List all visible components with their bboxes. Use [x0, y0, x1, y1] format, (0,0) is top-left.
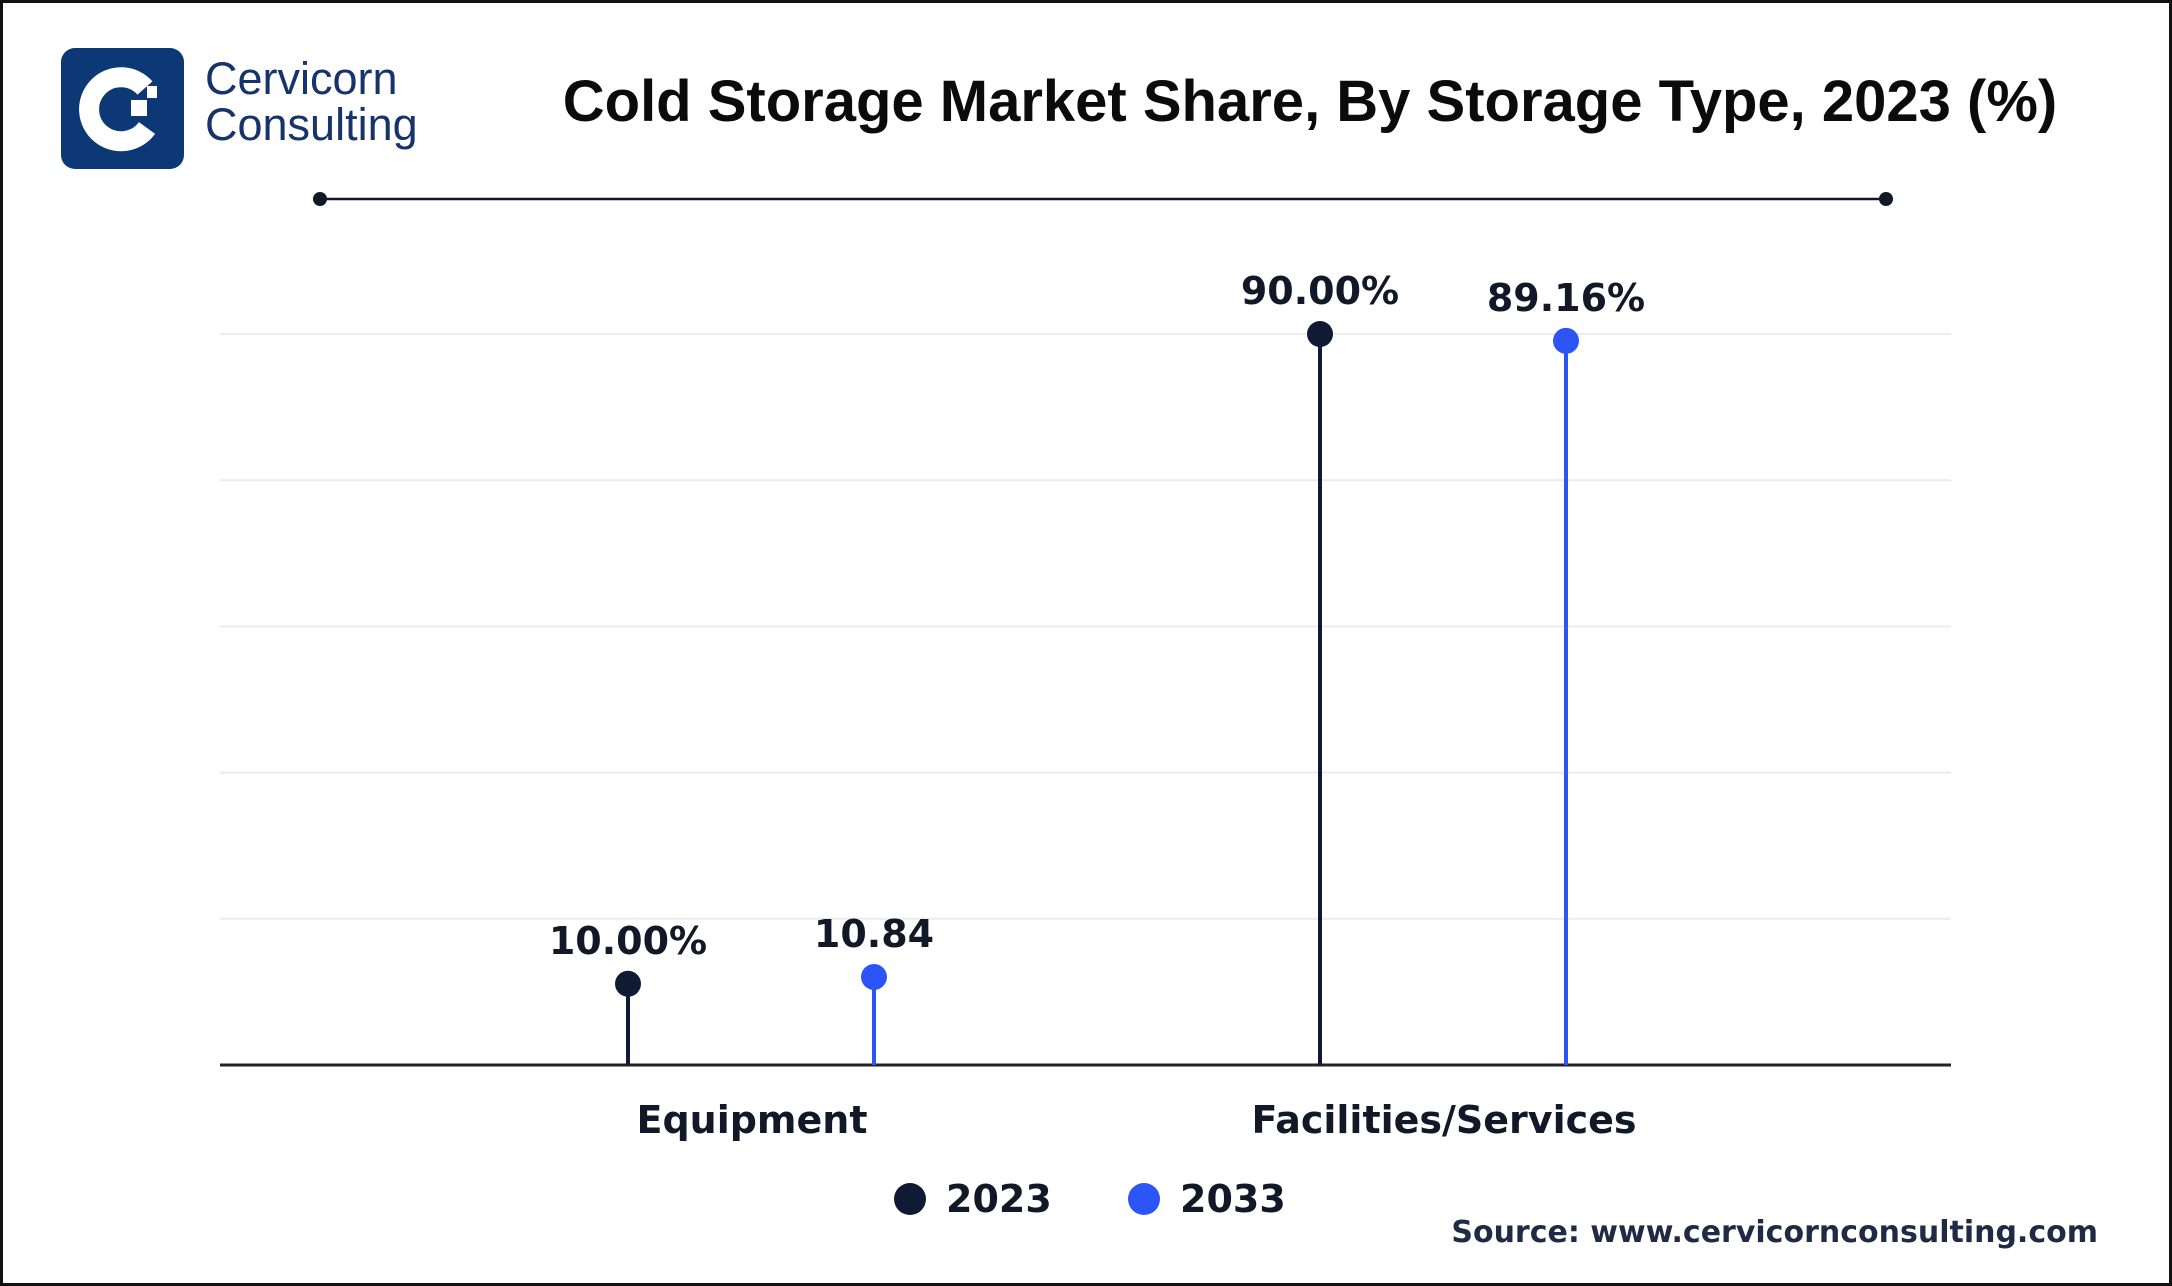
brand-name-line1: Cervicorn [205, 53, 398, 104]
data-label: 90.00% [1241, 269, 1399, 313]
lollipop-dot [861, 963, 887, 990]
divider-dot-left [313, 192, 327, 206]
lollipop-dot [1553, 327, 1579, 354]
data-label: 10.84 [814, 912, 934, 956]
data-label: 10.00% [549, 919, 707, 963]
category-label: Facilities/Services [1251, 1098, 1636, 1142]
brand-name: Cervicorn Consulting [205, 56, 418, 148]
legend-marker [894, 1183, 926, 1215]
legend-marker [1128, 1183, 1160, 1215]
legend-label: 2033 [1180, 1177, 1286, 1221]
divider-dot-right [1879, 192, 1893, 206]
chart-title: Cold Storage Market Share, By Storage Ty… [562, 69, 2058, 134]
lollipop-dot [1307, 321, 1333, 347]
lollipop-dot [615, 970, 641, 997]
logo-mark-icon [79, 67, 157, 152]
logo [61, 48, 184, 169]
data-label: 89.16% [1487, 276, 1645, 320]
brand-name-line2: Consulting [205, 99, 418, 150]
source-note: Source: www.cervicornconsulting.com [1451, 1215, 2098, 1250]
category-label: Equipment [636, 1098, 867, 1142]
legend-label: 2023 [946, 1177, 1052, 1221]
